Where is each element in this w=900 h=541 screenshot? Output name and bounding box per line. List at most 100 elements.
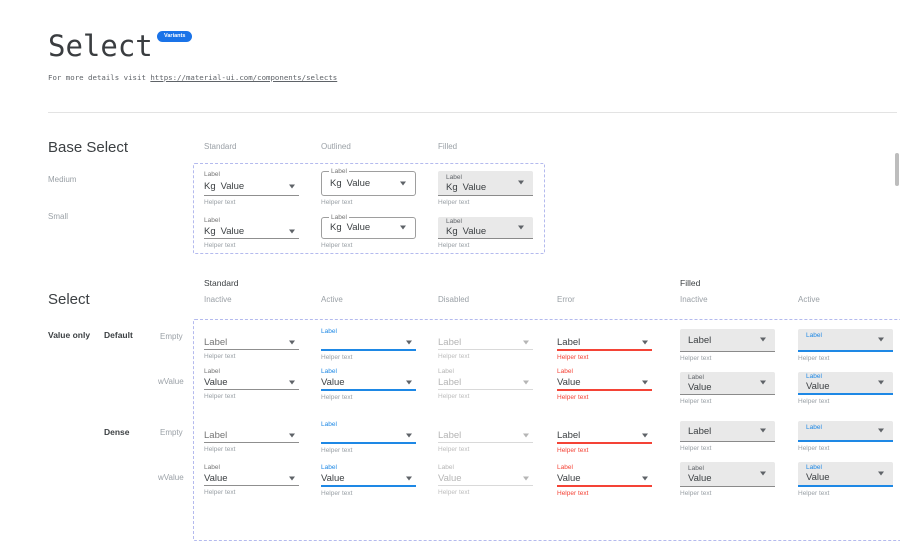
select-standard-disabled[interactable]: Label Helper text bbox=[438, 420, 533, 454]
column-header-filled-active: Active bbox=[798, 295, 820, 304]
select-value: Value bbox=[220, 181, 245, 193]
select-standard-inactive[interactable]: Label Value Helper text bbox=[204, 463, 299, 497]
adornment-text: Kg bbox=[446, 226, 458, 237]
row-group-default: Default bbox=[104, 330, 133, 340]
select-helper-text: Helper text bbox=[204, 446, 236, 453]
page-title: Select bbox=[48, 29, 153, 63]
select-standard-inactive[interactable]: Label Helper text bbox=[204, 327, 299, 361]
dropdown-caret-icon bbox=[642, 433, 649, 438]
select-helper-text: Helper text bbox=[798, 355, 830, 362]
select-value: Value bbox=[688, 472, 712, 484]
select-helper-text: Helper text bbox=[557, 447, 589, 454]
select-filled-active[interactable]: Label Value Helper text bbox=[798, 372, 893, 406]
select-filled-inactive[interactable]: Label Value Helper text bbox=[680, 462, 775, 498]
select-heading: Select bbox=[48, 291, 90, 308]
column-header-std-disabled: Disabled bbox=[438, 295, 470, 304]
select-value: Label bbox=[557, 429, 581, 441]
select-helper-text: Helper text bbox=[204, 393, 236, 400]
select-label bbox=[204, 420, 299, 429]
select-standard-active[interactable]: Label Helper text bbox=[321, 420, 416, 455]
select-helper-text: Helper text bbox=[321, 354, 353, 361]
dropdown-caret-icon bbox=[760, 337, 767, 343]
select-label bbox=[557, 327, 652, 336]
select-standard-inactive[interactable]: Label Value Helper text bbox=[204, 367, 299, 401]
select-helper-text: Helper text bbox=[798, 490, 830, 497]
column-header-filled: Filled bbox=[438, 142, 458, 151]
select-helper-text: Helper text bbox=[204, 353, 236, 360]
select-label bbox=[438, 420, 533, 429]
select-label: Label bbox=[806, 373, 822, 380]
select-value: Value bbox=[462, 181, 487, 193]
select-label: Label bbox=[688, 464, 704, 472]
select-filled-active[interactable]: Label Value Helper text bbox=[798, 462, 893, 498]
select-filled-inactive[interactable]: Label Helper text bbox=[680, 421, 775, 453]
select-label: Label bbox=[329, 168, 349, 175]
select-label: Label bbox=[438, 464, 454, 471]
select-value: Value bbox=[806, 381, 830, 392]
dropdown-caret-icon bbox=[642, 380, 649, 385]
subtitle: For more details visit https://material-… bbox=[48, 73, 337, 82]
select-label: Label bbox=[688, 373, 704, 381]
select-value: Label bbox=[557, 336, 581, 348]
base-select-filled-small[interactable]: Label Kg Value Helper text bbox=[438, 217, 533, 250]
base-select-standard-medium[interactable]: Label Kg Value Helper text bbox=[204, 170, 299, 207]
select-filled-inactive[interactable]: Label Helper text bbox=[680, 329, 775, 363]
select-standard-active[interactable]: Label Value Helper text bbox=[321, 463, 416, 498]
select-helper-text: Helper text bbox=[798, 445, 830, 452]
select-helper-text: Helper text bbox=[438, 446, 470, 453]
select-helper-text: Helper text bbox=[680, 445, 712, 452]
select-label bbox=[204, 327, 299, 336]
select-value: Value bbox=[557, 472, 581, 484]
select-standard-error[interactable]: Label Helper text bbox=[557, 420, 652, 455]
column-header-std-active: Active bbox=[321, 295, 343, 304]
select-helper-text: Helper text bbox=[321, 490, 353, 497]
adornment-text: Kg bbox=[330, 222, 342, 234]
select-filled-active[interactable]: Label Helper text bbox=[798, 329, 893, 363]
material-ui-link[interactable]: https://material-ui.com/components/selec… bbox=[150, 73, 338, 82]
select-value: Value bbox=[220, 225, 245, 237]
dropdown-caret-icon bbox=[642, 340, 649, 345]
scrollbar-thumb[interactable] bbox=[895, 153, 899, 186]
section-divider bbox=[48, 112, 897, 113]
select-value: Label bbox=[204, 336, 228, 348]
subtitle-text: For more details visit bbox=[48, 73, 151, 82]
base-select-filled-medium[interactable]: Label Kg Value Helper text bbox=[438, 171, 533, 207]
select-value: Value bbox=[462, 226, 487, 237]
row-label-small: Small bbox=[48, 212, 69, 221]
select-label: Label bbox=[438, 368, 454, 375]
select-standard-disabled[interactable]: Label Value Helper text bbox=[438, 463, 533, 497]
select-helper-text: Helper text bbox=[321, 447, 353, 454]
select-label bbox=[438, 327, 533, 336]
select-standard-disabled[interactable]: Label Helper text bbox=[438, 327, 533, 361]
select-label: Label bbox=[806, 332, 822, 339]
select-label: Label bbox=[321, 464, 337, 471]
select-helper-text: Helper text bbox=[557, 490, 589, 497]
dropdown-caret-icon bbox=[760, 428, 767, 434]
select-standard-inactive[interactable]: Label Helper text bbox=[204, 420, 299, 454]
dropdown-caret-icon bbox=[878, 380, 885, 385]
select-helper-text: Helper text bbox=[438, 393, 470, 400]
dropdown-caret-icon bbox=[406, 476, 413, 481]
base-select-outlined-medium[interactable]: Label Kg Value Helper text bbox=[321, 168, 416, 207]
select-label: Label bbox=[806, 424, 822, 431]
select-standard-disabled[interactable]: Label Label Helper text bbox=[438, 367, 533, 401]
select-helper-text: Helper text bbox=[798, 398, 830, 405]
dropdown-caret-icon bbox=[289, 340, 296, 345]
base-select-outlined-small[interactable]: Label Kg Value Helper text bbox=[321, 214, 416, 250]
dropdown-caret-icon bbox=[400, 225, 407, 231]
select-standard-active[interactable]: Label Helper text bbox=[321, 327, 416, 362]
select-standard-error[interactable]: Label Value Helper text bbox=[557, 367, 652, 402]
base-select-standard-small[interactable]: Label Kg Value Helper text bbox=[204, 216, 299, 250]
select-label bbox=[557, 420, 652, 429]
select-label: Label bbox=[557, 368, 573, 375]
row-label-dense-empty: Empty bbox=[160, 428, 183, 437]
select-standard-error[interactable]: Label Helper text bbox=[557, 327, 652, 362]
select-helper-text: Helper text bbox=[680, 398, 712, 405]
select-standard-error[interactable]: Label Value Helper text bbox=[557, 463, 652, 498]
select-filled-inactive[interactable]: Label Value Helper text bbox=[680, 372, 775, 406]
select-helper-text: Helper text bbox=[204, 199, 236, 206]
select-helper-text: Helper text bbox=[321, 242, 353, 249]
select-standard-active[interactable]: Label Value Helper text bbox=[321, 367, 416, 402]
select-label: Label bbox=[557, 464, 573, 471]
select-filled-active[interactable]: Label Helper text bbox=[798, 421, 893, 453]
